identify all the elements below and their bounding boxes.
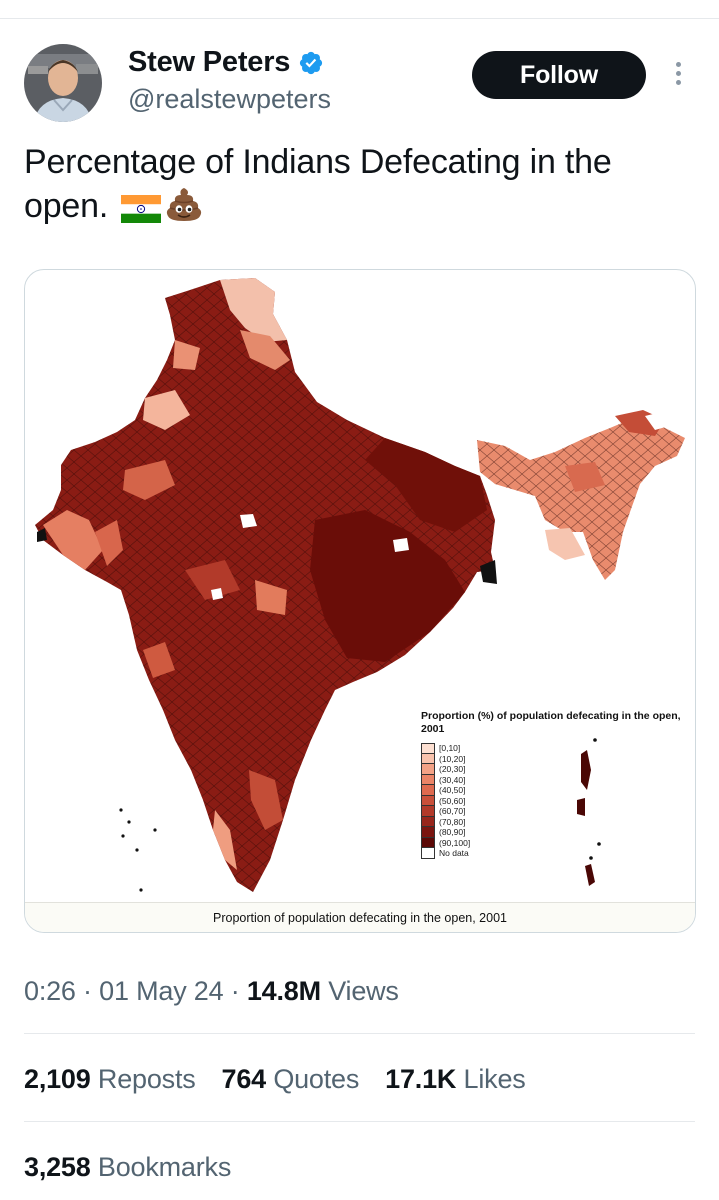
views-label: Views <box>328 976 399 1006</box>
divider <box>24 1121 695 1122</box>
legend-item: (10,20] <box>421 753 681 764</box>
legend-swatch <box>421 743 435 754</box>
india-flag-icon <box>121 195 162 223</box>
legend-item: (90,100] <box>421 837 681 848</box>
tweet-meta: 0:26 · 01 May 24 · 14.8M Views <box>24 976 399 1006</box>
follow-button[interactable]: Follow <box>472 51 646 99</box>
media-image[interactable]: Proportion (%) of population defecating … <box>24 269 696 933</box>
legend-label: (80,90] <box>439 827 466 838</box>
reposts-stat[interactable]: 2,109 Reposts <box>24 1064 196 1095</box>
bookmarks-stat[interactable]: 3,258 Bookmarks <box>24 1152 231 1183</box>
legend-title: Proportion (%) of population defecating … <box>421 710 681 735</box>
tweet-text: Percentage of Indians Defecating in the … <box>24 140 694 228</box>
legend-label: No data <box>439 848 469 859</box>
legend-swatch <box>421 806 435 817</box>
more-vertical-icon[interactable] <box>674 62 682 90</box>
caption-bar: Proportion of population defecating in t… <box>25 902 695 932</box>
display-name[interactable]: Stew Peters <box>128 46 291 78</box>
tweet-body: Percentage of Indians Defecating in the … <box>24 143 612 225</box>
views-count: 14.8M <box>246 976 321 1006</box>
pile-of-poo-icon <box>167 188 202 221</box>
legend-swatch <box>421 764 435 775</box>
legend-label: (70,80] <box>439 816 466 827</box>
engagement-stats: 2,109 Reposts 764 Quotes 17.1K Likes <box>24 1064 526 1095</box>
legend-swatch <box>421 785 435 796</box>
legend-swatch <box>421 837 435 848</box>
quotes-label: Quotes <box>273 1064 360 1094</box>
avatar[interactable] <box>24 44 102 122</box>
divider <box>24 1033 695 1034</box>
legend-item: (80,90] <box>421 827 681 838</box>
legend-swatch <box>421 753 435 764</box>
india-choropleth-map <box>35 278 685 892</box>
author-handle[interactable]: @realstewpeters <box>128 84 331 114</box>
tweet-time[interactable]: 0:26 <box>24 976 76 1006</box>
legend-swatch <box>421 795 435 806</box>
reposts-count: 2,109 <box>24 1064 91 1094</box>
top-divider <box>0 18 719 19</box>
map-legend: Proportion (%) of population defecating … <box>421 710 681 859</box>
map-caption: Proportion of population defecating in t… <box>213 911 507 925</box>
bookmarks-count: 3,258 <box>24 1152 91 1182</box>
legend-item: (40,50] <box>421 785 681 796</box>
legend-swatch <box>421 848 435 859</box>
legend-swatch <box>421 774 435 785</box>
legend-items: [0,10] (10,20] (20,30] (30,40] (40,50] (50,60… <box>421 743 681 859</box>
reposts-label: Reposts <box>97 1064 196 1094</box>
likes-count: 17.1K <box>385 1064 457 1094</box>
legend-label: (10,20] <box>439 753 466 764</box>
verified-badge-icon[interactable] <box>298 50 324 76</box>
quotes-count: 764 <box>221 1064 267 1094</box>
legend-label: (90,100] <box>439 837 471 848</box>
legend-label: (40,50] <box>439 785 466 796</box>
legend-label: (50,60] <box>439 795 466 806</box>
legend-label: (20,30] <box>439 764 466 775</box>
legend-item: No data <box>421 848 681 859</box>
legend-label: [0,10] <box>439 743 461 754</box>
bookmarks-label: Bookmarks <box>97 1152 232 1182</box>
legend-item: (50,60] <box>421 795 681 806</box>
legend-item: (60,70] <box>421 806 681 817</box>
legend-item: (30,40] <box>421 774 681 785</box>
quotes-stat[interactable]: 764 Quotes <box>222 1064 360 1095</box>
legend-item: (20,30] <box>421 764 681 775</box>
likes-stat[interactable]: 17.1K Likes <box>385 1064 526 1095</box>
legend-swatch <box>421 827 435 838</box>
legend-item: [0,10] <box>421 743 681 754</box>
legend-item: (70,80] <box>421 816 681 827</box>
legend-label: (30,40] <box>439 774 466 785</box>
avatar-photo <box>24 44 102 122</box>
tweet-date[interactable]: 01 May 24 <box>99 976 224 1006</box>
legend-swatch <box>421 816 435 827</box>
likes-label: Likes <box>463 1064 526 1094</box>
legend-label: (60,70] <box>439 806 466 817</box>
